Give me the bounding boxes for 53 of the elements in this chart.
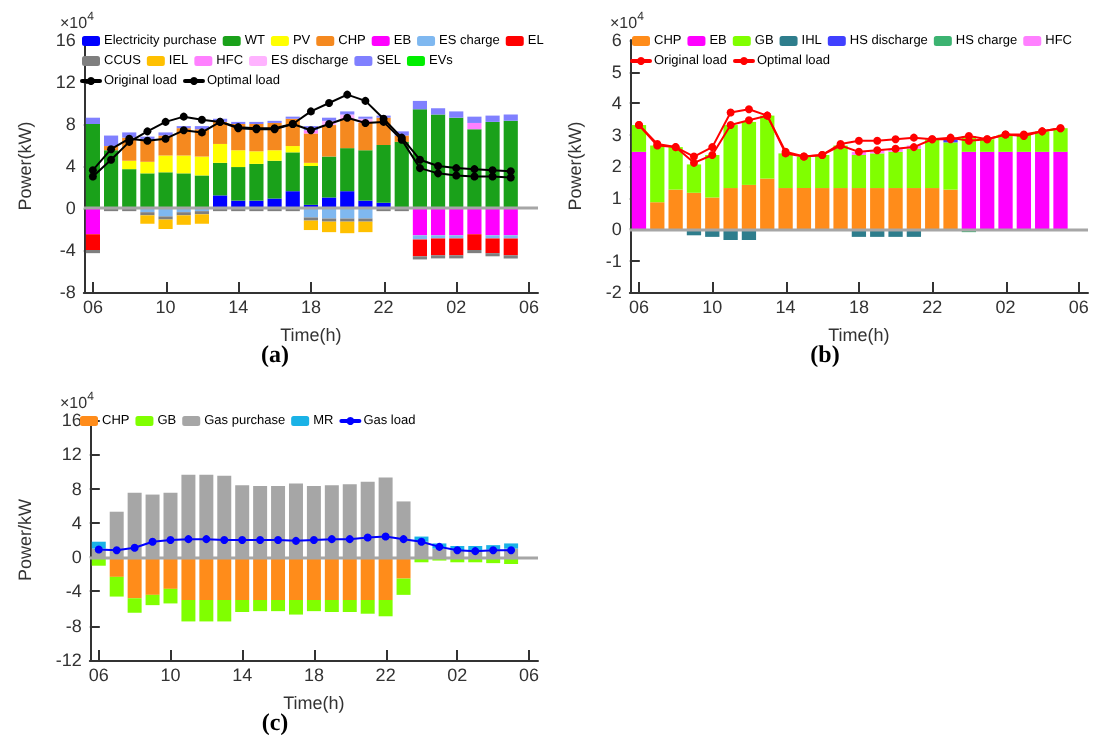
y-tick-label: 4 <box>611 93 622 113</box>
y-tick-label: -1 <box>605 250 622 271</box>
y-tick-label: 12 <box>55 72 76 92</box>
x-tick-label: 06 <box>518 297 539 317</box>
y-axis-title: Power(kW) <box>565 121 585 211</box>
x-tick-label: 18 <box>303 665 324 685</box>
y-tick-label: 0 <box>611 219 622 239</box>
y-tick-label: 2 <box>611 156 622 176</box>
x-tick-label: 14 <box>228 297 249 317</box>
x-tick-label: 06 <box>82 297 103 317</box>
x-axis-title: Time(h) <box>283 692 345 713</box>
x-tick-label: 02 <box>446 297 467 317</box>
y-tick-label: 1 <box>611 187 622 208</box>
x-tick-label: 18 <box>300 297 321 317</box>
y-tick-label: -4 <box>65 581 82 602</box>
x-tick-label: 06 <box>519 665 540 685</box>
y-tick-label: 5 <box>611 61 622 82</box>
x-tick-label: 10 <box>160 665 181 685</box>
x-tick-label: 18 <box>848 297 869 317</box>
x-tick-label: 10 <box>702 297 723 317</box>
x-tick-label: 06 <box>1068 297 1089 317</box>
y-tick-label: 4 <box>71 512 82 533</box>
x-tick-label: 02 <box>447 665 468 685</box>
y-tick-label: 4 <box>65 156 76 176</box>
x-tick-label: 22 <box>922 297 943 317</box>
y-axis-title: Power(kW) <box>15 121 35 211</box>
x-tick-label: 02 <box>995 297 1016 317</box>
y-tick-label: 6 <box>611 30 622 50</box>
y-tick-label: 0 <box>65 198 76 218</box>
x-tick-label: 22 <box>375 665 396 685</box>
y-tick-label: -12 <box>55 650 82 670</box>
y-tick-label: 8 <box>65 114 76 134</box>
y-tick-label: 16 <box>55 30 76 50</box>
y-tick-label: 3 <box>611 124 622 145</box>
text: (b) <box>810 340 840 368</box>
x-tick-label: 06 <box>88 665 109 685</box>
x-axis-title: Time(h) <box>828 324 890 345</box>
text: (a) <box>261 340 289 368</box>
x-tick-label: 14 <box>775 297 796 317</box>
y-tick-label: -8 <box>59 282 76 302</box>
x-tick-label: 06 <box>628 297 649 317</box>
y-axis-title: Power/kW <box>15 497 35 582</box>
x-tick-label: 10 <box>155 297 176 317</box>
text: (c) <box>261 708 289 736</box>
x-tick-label: 22 <box>373 297 394 317</box>
y-tick-label: -2 <box>605 282 622 302</box>
y-tick-label: -4 <box>59 240 76 260</box>
x-axis-title: Time(h) <box>280 324 342 345</box>
y-tick-label: 8 <box>71 478 82 499</box>
y-tick-label: 12 <box>61 444 82 465</box>
y-tick-label: -8 <box>65 615 82 636</box>
y-tick-label: 0 <box>71 547 82 568</box>
x-tick-label: 14 <box>232 665 253 685</box>
